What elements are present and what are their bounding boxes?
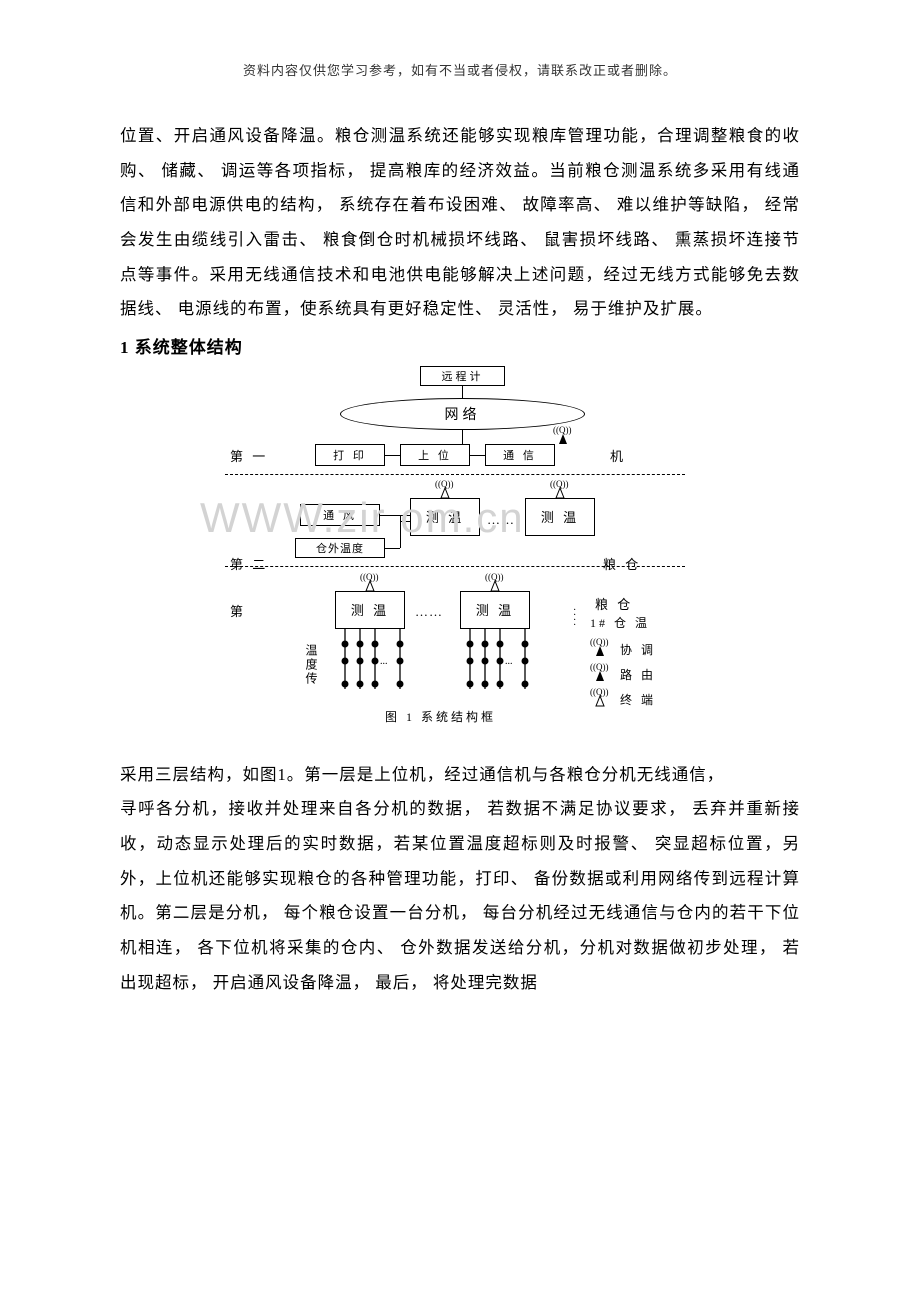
- line: [462, 430, 463, 444]
- network-ellipse: 网络: [340, 398, 585, 430]
- measure-box-2: 测 温: [525, 498, 595, 536]
- line: [400, 515, 401, 548]
- antenna-icon: ((Q)): [550, 478, 570, 500]
- svg-text:((Q)): ((Q)): [435, 479, 454, 489]
- para1-text: 位置、开启通风设备降温。粮仓测温系统还能够实现粮库管理功能，合理调整粮食的收购、…: [120, 119, 800, 327]
- para2-lead: 采用三层结构，如图1。第一层是上位机，经过通信机与各粮仓分机无线通信，: [120, 758, 800, 793]
- svg-text:((Q)): ((Q)): [590, 637, 609, 647]
- section-heading-1: 1 系统整体结构: [120, 333, 800, 358]
- paragraph-2: 采用三层结构，如图1。第一层是上位机，经过通信机与各粮仓分机无线通信， 寻呼各分…: [120, 758, 800, 1000]
- remote-box: 远程计: [420, 366, 505, 386]
- svg-text:((Q)): ((Q)): [590, 662, 609, 672]
- legend-terminal: 终 端: [620, 691, 656, 708]
- vdots: ····: [573, 608, 576, 628]
- antenna-icon: ((Q)): [553, 424, 573, 446]
- line: [462, 386, 463, 398]
- antenna-icon: ((Q)): [485, 571, 505, 593]
- svg-text:...: ...: [505, 656, 513, 667]
- layer2-label-left: 第 二: [230, 554, 268, 573]
- layer3-label-left: 第: [230, 601, 246, 620]
- antenna-icon: ((Q)): [360, 571, 380, 593]
- dots: ……: [415, 604, 443, 620]
- sensor-vertical-label: 温度传: [303, 644, 320, 686]
- measure-box-1: 测 温: [410, 498, 480, 536]
- dashed-1: [225, 474, 685, 475]
- svg-text:...: ...: [380, 656, 388, 667]
- measure-box-3: 测 温: [335, 591, 405, 629]
- sensor-array-2: ...: [455, 629, 540, 699]
- legend-coordinator: 协 调: [620, 641, 656, 658]
- outdoor-temp-box: 仓外温度: [295, 538, 385, 558]
- dashed-2: [225, 566, 685, 567]
- paragraph-1: 位置、开启通风设备降温。粮仓测温系统还能够实现粮库管理功能，合理调整粮食的收购、…: [120, 119, 800, 327]
- line: [385, 455, 400, 456]
- layer3-label-right-b: 1# 仓 温: [590, 614, 650, 631]
- print-box: 打 印: [315, 444, 385, 466]
- svg-text:((Q)): ((Q)): [550, 479, 569, 489]
- router-antenna-icon: ((Q)): [590, 661, 610, 683]
- measure-box-4: 测 温: [460, 591, 530, 629]
- figure-caption: 图 1 系统结构框: [385, 708, 496, 725]
- svg-text:((Q)): ((Q)): [485, 572, 504, 582]
- svg-text:((Q)): ((Q)): [590, 687, 609, 697]
- svg-text:((Q)): ((Q)): [553, 425, 572, 435]
- dots: ……: [487, 512, 515, 528]
- system-diagram: 远程计 网络 打 印 上 位 通 信 ((Q)) 第 一 机 通 风 仓外温度 …: [195, 366, 725, 754]
- layer1-label-left: 第 一: [230, 446, 268, 465]
- line: [400, 521, 410, 522]
- sensor-array-1: ...: [330, 629, 415, 699]
- line: [380, 515, 410, 516]
- legend-router: 路 由: [620, 666, 656, 683]
- terminal-antenna-icon: ((Q)): [590, 686, 610, 708]
- layer3-label-right-a: 粮 仓: [595, 594, 633, 613]
- line: [385, 548, 400, 549]
- header-note: 资料内容仅供您学习参考，如有不当或者侵权，请联系改正或者删除。: [120, 60, 800, 79]
- antenna-icon: ((Q)): [435, 478, 455, 500]
- host-box: 上 位: [400, 444, 470, 466]
- svg-text:((Q)): ((Q)): [360, 572, 379, 582]
- comm-box: 通 信: [485, 444, 555, 466]
- layer1-label-right: 机: [610, 446, 626, 465]
- para2-body: 寻呼各分机，接收并处理来自各分机的数据， 若数据不满足协议要求， 丢弃并重新接收…: [120, 792, 800, 1000]
- vent-box: 通 风: [300, 504, 380, 526]
- layer2-label-right: 粮 仓: [603, 554, 641, 573]
- line: [470, 455, 485, 456]
- coordinator-antenna-icon: ((Q)): [590, 636, 610, 658]
